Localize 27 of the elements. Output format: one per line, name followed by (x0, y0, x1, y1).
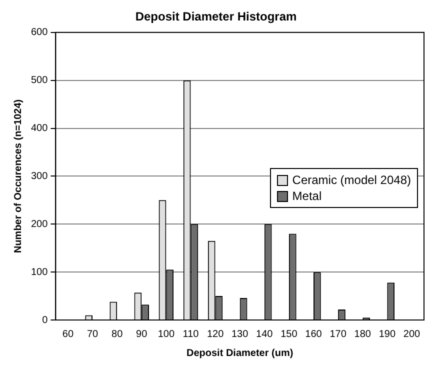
x-tick-label: 70 (86, 328, 99, 340)
y-tick-label: 400 (30, 123, 48, 134)
x-tick-label: 130 (232, 328, 249, 340)
y-tick-label: 200 (30, 218, 48, 230)
x-tick-label: 160 (305, 328, 322, 340)
y-axis-title: Number of Occurences (n=1024) (12, 99, 24, 254)
x-tick-label: 190 (378, 328, 396, 340)
x-tick-label: 100 (158, 328, 175, 340)
legend-label: Ceramic (model 2048) (292, 172, 411, 188)
y-tick-label: 100 (30, 266, 48, 278)
legend-label: Metal (292, 188, 322, 204)
y-tick-label: 300 (30, 170, 48, 182)
x-tick-label: 110 (182, 328, 200, 340)
x-tick-label: 60 (62, 328, 74, 340)
x-tick-label: 200 (403, 328, 420, 340)
y-tick-label: 600 (30, 27, 48, 38)
x-tick-label: 120 (206, 328, 224, 340)
x-tick-label: 170 (330, 328, 347, 340)
x-tick-label: 180 (354, 328, 372, 340)
x-axis-title: Deposit Diameter (um) (186, 348, 294, 359)
x-tick-label: 150 (280, 328, 298, 340)
y-tick-label: 0 (42, 314, 48, 326)
x-tick-label: 90 (136, 328, 148, 340)
x-tick-label: 80 (112, 328, 124, 340)
y-tick-label: 500 (30, 75, 48, 86)
x-tick-label: 140 (256, 328, 274, 340)
chart-title: Deposit Diameter Histogram (135, 10, 297, 24)
